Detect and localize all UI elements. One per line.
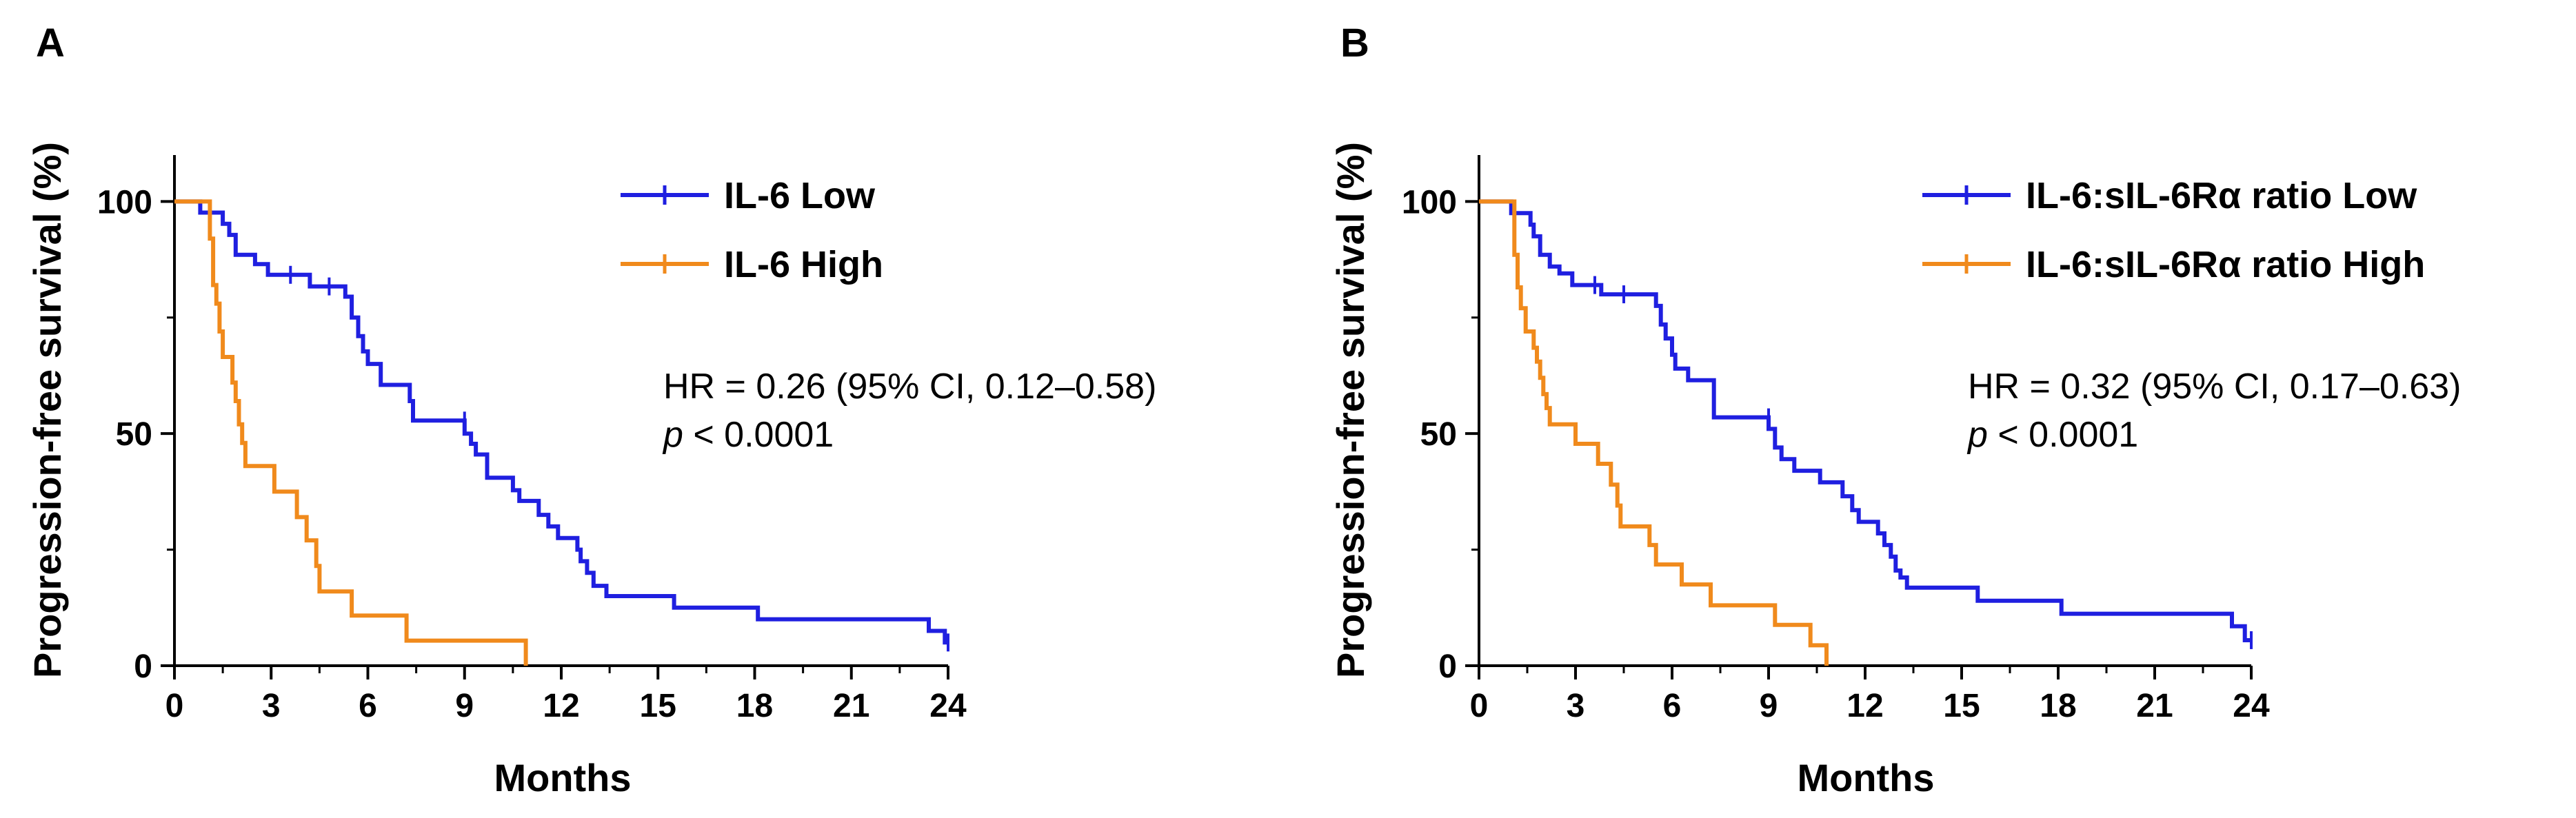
x-tick-label-5: 15 — [640, 688, 676, 724]
p-symbol: p — [662, 415, 683, 455]
legend-entry-1: IL-6 High — [621, 244, 883, 285]
x-tick-label-1: 3 — [262, 688, 281, 724]
y-tick-label-0: 0 — [134, 648, 152, 685]
x-tick-label-3: 9 — [1760, 688, 1778, 724]
series-layer — [174, 199, 949, 666]
x-tick-label-0: 0 — [1470, 688, 1489, 724]
hazard-ratio-text: HR = 0.26 (95% CI, 0.12–0.58) — [663, 367, 1156, 407]
y-tick-label-0: 0 — [1438, 648, 1457, 685]
x-tick-label-8: 24 — [929, 688, 967, 724]
x-tick-label-7: 21 — [833, 688, 869, 724]
series-line-0 — [174, 199, 948, 645]
series-line-1 — [174, 199, 528, 666]
legend-entry-0: IL-6 Low — [621, 175, 876, 216]
y-axis-title: Progression-free survival (%) — [1329, 142, 1372, 678]
x-tick-label-6: 18 — [736, 688, 773, 724]
panel-label: A — [36, 21, 65, 65]
legend-entry-0: IL-6:sIL-6Rα ratio Low — [1922, 175, 2417, 216]
y-tick-label-1: 50 — [1420, 416, 1457, 453]
legend: IL-6:sIL-6Rα ratio Low IL-6:sIL-6Rα rati… — [1922, 175, 2425, 285]
x-tick-label-5: 15 — [1943, 688, 1980, 724]
hazard-ratio-text: HR = 0.32 (95% CI, 0.17–0.63) — [1968, 367, 2461, 407]
panel-label: B — [1340, 21, 1369, 65]
p-value-text: p < 0.0001 — [662, 415, 834, 455]
panel-a: A Progression-free survival (%) Months 0… — [26, 21, 1156, 799]
axes: 0 3 6 9 12 15 18 21 24 0 50 100 — [1402, 155, 2270, 724]
p-value: < 0.0001 — [683, 415, 834, 455]
legend-entry-1: IL-6:sIL-6Rα ratio High — [1922, 244, 2425, 285]
series-line-1 — [1479, 199, 1829, 666]
series-layer — [1479, 199, 2253, 666]
x-tick-label-8: 24 — [2233, 688, 2270, 724]
x-tick-label-1: 3 — [1567, 688, 1585, 724]
y-tick-label-2: 100 — [97, 184, 152, 221]
x-axis-title: Months — [1797, 756, 1934, 799]
legend-label-1: IL-6 High — [724, 244, 883, 285]
legend-label-1: IL-6:sIL-6Rα ratio High — [2026, 244, 2425, 285]
legend-label-0: IL-6 Low — [724, 175, 876, 216]
y-tick-label-1: 50 — [116, 416, 152, 453]
p-value-text: p < 0.0001 — [1966, 415, 2138, 455]
x-tick-label-7: 21 — [2136, 688, 2173, 724]
series-line-0 — [1479, 199, 2251, 642]
y-tick-label-2: 100 — [1402, 184, 1457, 221]
x-tick-label-0: 0 — [165, 688, 184, 724]
x-tick-label-2: 6 — [359, 688, 377, 724]
p-value: < 0.0001 — [1988, 415, 2138, 455]
x-axis-title: Months — [494, 756, 631, 799]
axes: 0 3 6 9 12 15 18 21 24 0 50 100 — [97, 155, 967, 724]
legend-label-0: IL-6:sIL-6Rα ratio Low — [2026, 175, 2417, 216]
x-tick-label-4: 12 — [543, 688, 579, 724]
p-symbol: p — [1966, 415, 1988, 455]
x-tick-label-6: 18 — [2040, 688, 2076, 724]
panel-b: B Progression-free survival (%) Months 0… — [1329, 21, 2461, 799]
x-tick-label-4: 12 — [1847, 688, 1883, 724]
x-tick-label-3: 9 — [455, 688, 474, 724]
x-tick-label-2: 6 — [1663, 688, 1682, 724]
y-axis-title: Progression-free survival (%) — [26, 142, 69, 678]
legend: IL-6 Low IL-6 High — [621, 175, 883, 285]
